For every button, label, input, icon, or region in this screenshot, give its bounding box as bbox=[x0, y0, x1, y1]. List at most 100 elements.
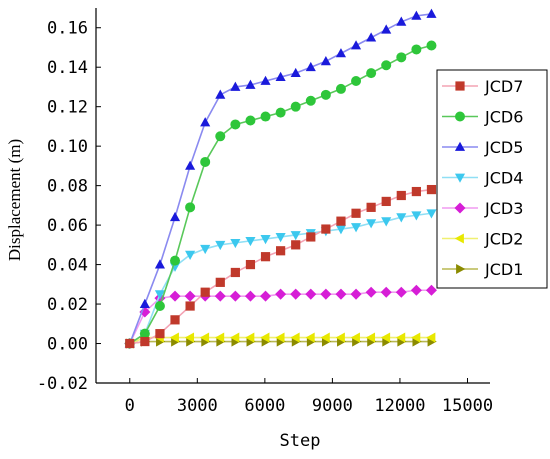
data-point-jcd2 bbox=[230, 332, 240, 343]
data-point-jcd2 bbox=[350, 332, 360, 343]
y-tick-label: 0.10 bbox=[47, 137, 88, 157]
data-point-jcd2 bbox=[335, 332, 345, 343]
data-point-jcd3 bbox=[425, 284, 437, 296]
legend-label-jcd1: JCD1 bbox=[484, 260, 523, 279]
data-point-jcd3 bbox=[290, 288, 302, 300]
data-point-jcd5 bbox=[290, 67, 301, 78]
data-point-jcd6 bbox=[396, 52, 407, 63]
data-point-jcd3 bbox=[335, 288, 347, 300]
data-point-jcd5 bbox=[260, 75, 271, 85]
y-tick-label: 0.00 bbox=[47, 335, 88, 355]
series-jcd6 bbox=[124, 40, 437, 349]
legend-item-jcd4: JCD4 bbox=[442, 169, 523, 188]
x-axis-title: Step bbox=[280, 431, 321, 451]
data-point-jcd7 bbox=[215, 277, 225, 287]
x-tick-label: 9000 bbox=[312, 396, 353, 416]
y-tick-label: -0.02 bbox=[37, 374, 88, 394]
data-point-jcd5 bbox=[381, 24, 392, 34]
data-point-jcd7 bbox=[276, 246, 286, 256]
data-point-jcd6 bbox=[200, 156, 211, 167]
data-point-jcd4 bbox=[200, 244, 211, 255]
legend-marker-jcd7 bbox=[455, 81, 465, 91]
data-point-jcd3 bbox=[320, 288, 332, 300]
data-point-jcd7 bbox=[291, 240, 301, 250]
data-point-jcd4 bbox=[245, 236, 256, 247]
y-axis-title: Displacement (m) bbox=[5, 139, 24, 261]
data-point-jcd3 bbox=[229, 290, 241, 302]
data-point-jcd2 bbox=[245, 332, 255, 343]
y-tick-label: 0.04 bbox=[47, 256, 88, 276]
series-jcd5 bbox=[124, 8, 437, 348]
data-point-jcd4 bbox=[396, 213, 407, 223]
y-tick-label: 0.08 bbox=[47, 177, 88, 197]
data-point-jcd3 bbox=[365, 286, 377, 298]
data-point-jcd6 bbox=[139, 328, 150, 339]
data-point-jcd2 bbox=[199, 332, 210, 343]
data-point-jcd2 bbox=[169, 332, 179, 343]
legend-item-jcd1: JCD1 bbox=[442, 260, 523, 279]
data-point-jcd6 bbox=[305, 95, 316, 106]
data-point-jcd5 bbox=[215, 89, 226, 99]
data-point-jcd4 bbox=[426, 209, 437, 219]
data-point-jcd4 bbox=[154, 290, 166, 300]
data-point-jcd6 bbox=[351, 76, 362, 87]
data-point-jcd6 bbox=[335, 83, 346, 94]
data-point-jcd2 bbox=[214, 332, 225, 343]
legend-label-jcd5: JCD5 bbox=[484, 138, 523, 157]
legend-box bbox=[436, 69, 548, 289]
data-point-jcd3 bbox=[244, 290, 256, 302]
data-point-jcd5 bbox=[426, 8, 437, 18]
data-point-jcd2 bbox=[411, 332, 421, 343]
data-point-jcd7 bbox=[155, 329, 165, 339]
legend-label-jcd6: JCD6 bbox=[484, 108, 523, 127]
data-point-jcd6 bbox=[290, 101, 301, 112]
data-point-jcd6 bbox=[260, 111, 271, 122]
x-tick-label: 12000 bbox=[374, 396, 425, 416]
data-point-jcd5 bbox=[350, 40, 362, 50]
data-point-jcd4 bbox=[290, 231, 301, 241]
legend-item-jcd6: JCD6 bbox=[442, 108, 523, 127]
data-point-jcd4 bbox=[275, 233, 286, 243]
data-point-jcd7 bbox=[321, 224, 331, 234]
data-point-jcd4 bbox=[411, 211, 422, 221]
data-point-jcd5 bbox=[169, 211, 181, 222]
tick-labels: 0 3000 6000 9000 12000 15000 -0.02 0.00 0.02 0.04… bbox=[37, 19, 493, 416]
data-point-jcd3 bbox=[184, 290, 196, 302]
data-point-jcd7 bbox=[351, 208, 361, 218]
data-point-jcd6 bbox=[320, 89, 331, 100]
y-tick-label: 0.14 bbox=[47, 58, 88, 78]
data-point-jcd5 bbox=[154, 259, 166, 269]
plot-area bbox=[124, 8, 437, 350]
data-point-jcd7 bbox=[125, 338, 135, 349]
data-point-jcd2 bbox=[305, 332, 315, 343]
data-point-jcd7 bbox=[140, 336, 150, 347]
data-point-jcd4 bbox=[381, 217, 392, 227]
data-point-jcd7 bbox=[396, 190, 406, 201]
legend-marker-jcd2 bbox=[454, 233, 464, 244]
legend-item-jcd5: JCD5 bbox=[442, 138, 523, 157]
data-point-jcd7 bbox=[336, 216, 346, 226]
legend-marker-jcd3 bbox=[454, 202, 466, 214]
data-point-jcd7 bbox=[200, 287, 210, 297]
legend-marker-jcd6 bbox=[455, 111, 465, 122]
data-point-jcd5 bbox=[275, 71, 286, 81]
data-point-jcd2 bbox=[426, 332, 436, 343]
data-point-jcd2 bbox=[365, 332, 376, 343]
data-point-jcd6 bbox=[426, 40, 437, 51]
legend-label-jcd2: JCD2 bbox=[484, 230, 523, 249]
data-point-jcd4 bbox=[215, 240, 226, 251]
data-point-jcd4 bbox=[350, 223, 362, 233]
data-point-jcd7 bbox=[366, 202, 376, 212]
data-point-jcd3 bbox=[214, 290, 226, 302]
data-point-jcd5 bbox=[230, 81, 241, 91]
data-point-jcd6 bbox=[170, 255, 181, 266]
legend-label-jcd4: JCD4 bbox=[484, 169, 523, 188]
data-point-jcd6 bbox=[411, 44, 422, 55]
data-point-jcd3 bbox=[350, 288, 362, 300]
data-point-jcd5 bbox=[366, 32, 377, 42]
data-point-jcd5 bbox=[396, 16, 407, 26]
x-tick-label: 6000 bbox=[244, 396, 285, 416]
data-point-jcd3 bbox=[410, 284, 422, 296]
legend-label-jcd7: JCD7 bbox=[484, 77, 523, 96]
data-point-jcd7 bbox=[306, 232, 316, 242]
